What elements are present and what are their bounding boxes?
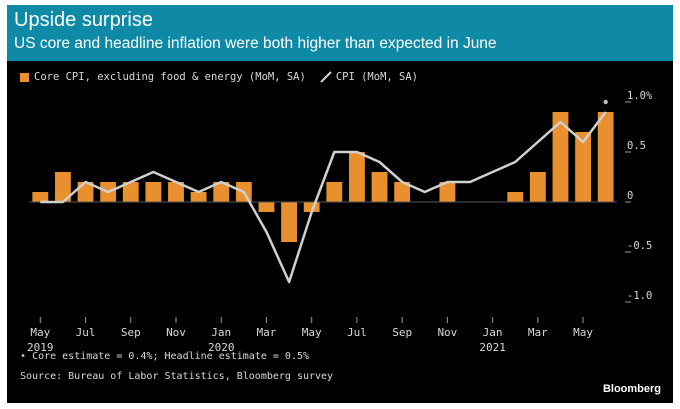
core-cpi-bar [213,182,230,202]
x-tick-label: Jul [347,326,367,339]
x-axis-ticks: May 2019 Jul Sep Nov Jan 2020 Mar May Jul Sep Nov Ja… [27,317,593,354]
core-cpi-bar [552,112,569,202]
x-tick-label: Nov [166,326,186,339]
x-tick-label: Sep [392,326,412,339]
x-tick-label: Jan [211,326,231,339]
core-cpi-swatch-icon [20,72,29,82]
chart-header: Upside surprise US core and headline inf… [7,5,673,61]
x-tick-label: Mar [257,326,277,339]
x-year-label: 2021 [479,341,506,354]
y-axis-ticks: 1.0% 0.5 0 -0.5 -1.0 [625,90,653,303]
core-cpi-bar [529,172,546,202]
x-tick-label: May [30,326,50,339]
cpi-line-group [40,99,608,284]
core-cpi-bar [439,182,456,202]
chart-panel: 1.0% 0.5 0 -0.5 -1.0 May 2019 Jul Sep Nov Jan 2020… [7,61,673,403]
chart-canvas: 1.0% 0.5 0 -0.5 -1.0 May 2019 Jul Sep Nov Jan 2020… [27,90,653,354]
legend: Core CPI, excluding food & energy (MoM, … [20,71,418,83]
bloomberg-logo: Bloomberg [602,383,661,395]
chart-subtitle: US core and headline inflation were both… [14,35,497,52]
estimate-dot-icon: • [20,351,27,362]
cpi-line-swatch-icon [320,71,332,83]
x-tick-label: Sep [121,326,141,339]
legend-core-label: Core CPI, excluding food & energy (MoM, … [34,71,306,83]
core-cpi-bar [258,202,275,212]
estimate-footnote: • Core estimate = 0.4%; Headline estimat… [20,351,309,362]
x-tick-label: May [302,326,322,339]
legend-cpi-label: CPI (MoM, SA) [335,71,419,83]
x-tick-label: May [573,326,593,339]
core-cpi-bars [32,112,614,242]
y-tick-label: -0.5 [627,240,652,252]
core-cpi-bar [281,202,297,242]
core-cpi-bar [371,172,388,202]
core-cpi-bar [168,182,184,202]
core-cpi-bar [575,132,591,202]
estimate-marker [603,99,608,105]
core-cpi-bar [394,182,411,202]
core-cpi-bar [145,182,162,202]
x-tick-label: Mar [528,326,548,339]
x-year-label: 2020 [208,341,235,354]
x-year-label: 2019 [27,341,54,354]
estimate-footnote-text: Core estimate = 0.4%; Headline estimate … [32,351,310,362]
y-tick-label: 0.5 [627,140,646,152]
y-tick-label: 1.0% [627,90,653,102]
x-tick-label: Jan [483,326,503,339]
core-cpi-bar [55,172,71,202]
chart-title: Upside surprise [14,9,153,31]
core-cpi-bar [349,152,365,202]
core-cpi-bar [32,192,49,202]
core-cpi-bar [326,182,343,202]
core-cpi-bar [507,192,524,202]
y-tick-label: 0 [627,190,633,202]
core-cpi-bar [122,182,139,202]
x-tick-label: Jul [76,326,96,339]
core-cpi-bar [303,202,320,212]
source-note: Source: Bureau of Labor Statistics, Bloo… [20,371,334,382]
core-cpi-bar [190,192,207,202]
x-tick-label: Nov [437,326,457,339]
y-tick-label: -1.0 [627,290,652,302]
cpi-line [40,111,607,284]
core-cpi-bar [597,112,614,202]
